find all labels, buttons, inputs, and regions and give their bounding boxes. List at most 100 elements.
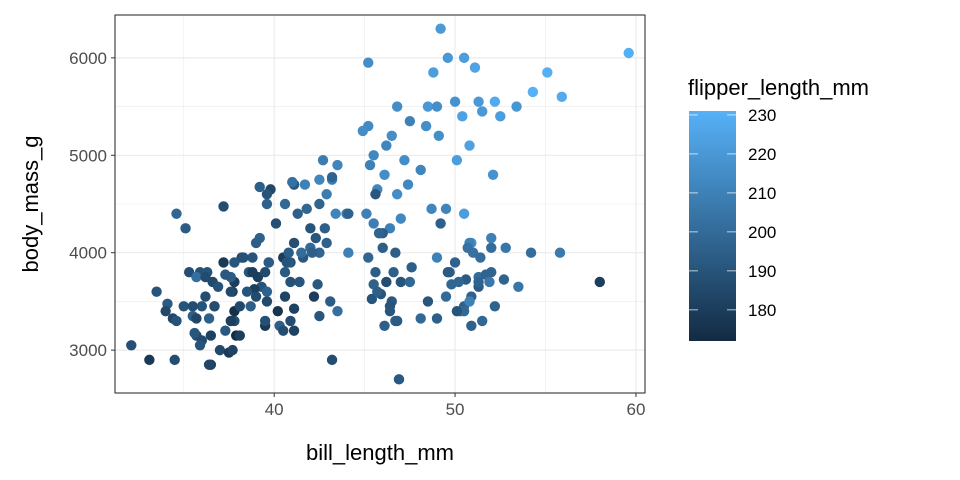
data-point: [144, 354, 155, 366]
data-point: [288, 325, 300, 336]
data-point: [495, 111, 506, 122]
data-point: [477, 106, 488, 117]
data-point: [404, 276, 416, 288]
data-point: [191, 313, 202, 324]
data-point: [363, 57, 374, 68]
data-point: [388, 266, 399, 278]
y-axis-title: body_mass_g: [18, 136, 43, 273]
data-point: [473, 276, 484, 288]
data-point: [393, 374, 405, 385]
data-point: [473, 96, 484, 107]
data-point: [279, 291, 291, 302]
colorbar: [689, 111, 736, 341]
data-point: [301, 203, 312, 215]
data-point: [294, 276, 305, 288]
x-tick-label: 40: [265, 400, 284, 419]
data-point: [513, 281, 524, 293]
data-point: [254, 181, 265, 193]
data-point: [486, 232, 497, 244]
data-point: [325, 296, 336, 307]
data-point: [440, 203, 452, 215]
data-point: [332, 305, 343, 317]
data-point: [234, 301, 246, 312]
data-point: [191, 271, 202, 283]
data-point: [442, 52, 454, 64]
data-point: [373, 228, 385, 239]
data-point: [203, 313, 215, 324]
data-point: [451, 154, 463, 166]
data-point: [317, 154, 329, 166]
data-point: [453, 276, 464, 288]
colorbar-label: 180: [748, 301, 776, 320]
data-point: [229, 257, 240, 268]
data-point: [279, 266, 291, 278]
data-point: [554, 247, 566, 258]
data-point: [343, 247, 354, 258]
data-point: [384, 305, 396, 317]
data-point: [379, 320, 390, 331]
data-point: [261, 189, 273, 200]
data-point: [250, 237, 262, 249]
data-point: [363, 252, 374, 263]
data-point: [406, 262, 417, 273]
colorbar-label: 200: [748, 223, 776, 242]
data-point: [391, 189, 403, 200]
data-point: [431, 101, 443, 112]
data-point: [542, 67, 553, 78]
data-point: [370, 266, 381, 278]
data-point: [489, 301, 501, 312]
data-point: [390, 247, 401, 258]
data-point: [477, 315, 488, 327]
points-layer: [126, 23, 634, 385]
data-point: [259, 266, 271, 278]
data-point: [332, 159, 343, 171]
data-point: [391, 315, 403, 327]
data-point: [296, 247, 307, 258]
data-point: [178, 301, 189, 312]
data-point: [433, 130, 444, 142]
data-point: [189, 327, 200, 339]
data-point: [343, 208, 354, 219]
data-point: [220, 325, 231, 336]
data-point: [366, 293, 378, 305]
data-point: [462, 242, 473, 254]
data-point: [288, 303, 300, 314]
data-point: [458, 52, 470, 64]
data-point: [487, 169, 499, 180]
data-point: [196, 301, 208, 312]
data-point: [326, 172, 338, 183]
data-point: [415, 164, 426, 176]
data-point: [205, 330, 217, 341]
data-point: [395, 213, 407, 224]
data-point: [171, 315, 182, 327]
data-point: [464, 140, 475, 151]
data-point: [187, 301, 198, 312]
y-axis: 3000 4000 5000 6000: [69, 49, 115, 360]
data-point: [594, 276, 605, 288]
data-point: [261, 296, 273, 307]
data-point: [200, 271, 211, 283]
legend-title: flipper_length_mm: [688, 75, 869, 100]
data-point: [247, 252, 258, 263]
panel-border: [114, 14, 646, 394]
data-point: [319, 223, 331, 234]
data-point: [368, 218, 379, 229]
data-point: [469, 62, 481, 73]
data-point: [486, 266, 497, 278]
data-point: [285, 276, 296, 288]
data-point: [486, 242, 497, 254]
data-point: [279, 198, 291, 210]
data-point: [200, 291, 211, 302]
data-point: [381, 140, 392, 151]
colorbar-label: 190: [748, 262, 776, 281]
data-point: [364, 159, 376, 171]
data-point: [431, 252, 443, 263]
data-point: [283, 247, 294, 258]
data-point: [180, 223, 191, 234]
data-point: [225, 315, 236, 327]
data-point: [288, 237, 300, 249]
data-point: [466, 320, 477, 331]
x-axis: 40 50 60: [265, 393, 645, 419]
data-point: [381, 276, 392, 288]
